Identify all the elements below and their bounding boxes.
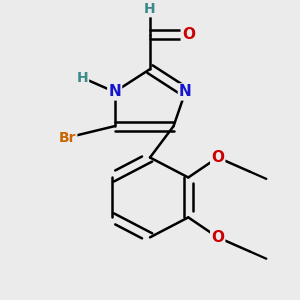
- Text: Br: Br: [59, 130, 76, 145]
- Text: O: O: [211, 230, 224, 245]
- Text: O: O: [182, 27, 195, 42]
- Text: N: N: [108, 84, 121, 99]
- Text: N: N: [179, 84, 192, 99]
- Text: H: H: [76, 71, 88, 85]
- Text: O: O: [211, 150, 224, 165]
- Text: H: H: [144, 2, 156, 16]
